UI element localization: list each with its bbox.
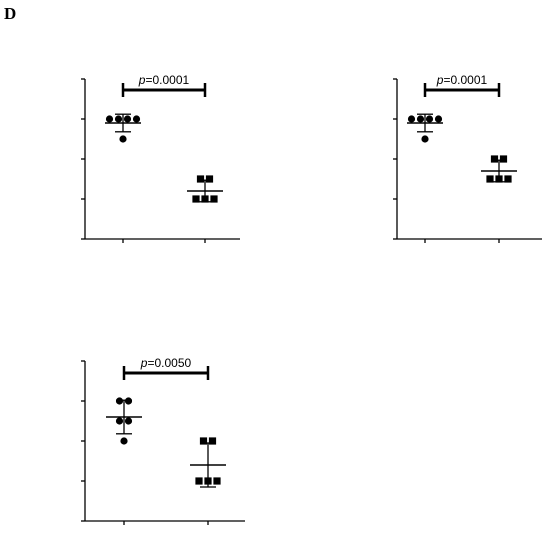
chart-pak-2: p=0.0050 — [81, 356, 245, 525]
p-value: =0.0050 — [147, 356, 191, 370]
data-point-controls — [120, 437, 128, 445]
data-point-controls — [421, 135, 429, 143]
data-point-controls — [407, 115, 416, 123]
data-point-controls — [115, 397, 124, 405]
panel-letter: D — [4, 4, 16, 23]
data-point-miscarriage — [486, 175, 494, 183]
data-point-controls — [123, 115, 132, 123]
data-point-miscarriage — [499, 155, 508, 163]
data-point-miscarriage — [504, 175, 512, 183]
data-point-miscarriage — [195, 477, 203, 485]
data-point-miscarriage — [210, 195, 218, 203]
p-symbol: p — [138, 73, 146, 87]
data-point-miscarriage — [208, 437, 217, 445]
p-value: =0.0001 — [443, 73, 487, 87]
data-point-controls — [132, 115, 141, 123]
data-point-controls — [105, 115, 114, 123]
data-point-miscarriage — [192, 195, 200, 203]
data-point-miscarriage — [205, 175, 214, 183]
chart-rpa-70: p=0.0001 — [81, 73, 240, 243]
p-value-annotation: p=0.0001 — [436, 73, 488, 87]
data-point-miscarriage — [199, 437, 208, 445]
data-point-controls — [434, 115, 443, 123]
data-point-controls — [416, 115, 425, 123]
data-point-miscarriage — [213, 477, 221, 485]
p-value-annotation: p=0.0001 — [138, 73, 190, 87]
data-point-controls — [124, 417, 133, 425]
p-symbol: p — [436, 73, 444, 87]
data-point-controls — [124, 397, 133, 405]
data-point-controls — [425, 115, 434, 123]
data-point-controls — [114, 115, 123, 123]
data-point-controls — [119, 135, 127, 143]
data-point-miscarriage — [490, 155, 499, 163]
chart-pmse-4: p=0.0001 — [393, 73, 542, 243]
data-point-miscarriage — [196, 175, 205, 183]
data-point-controls — [115, 417, 124, 425]
p-symbol: p — [140, 356, 148, 370]
p-value: =0.0001 — [145, 73, 189, 87]
p-value-annotation: p=0.0050 — [140, 356, 192, 370]
